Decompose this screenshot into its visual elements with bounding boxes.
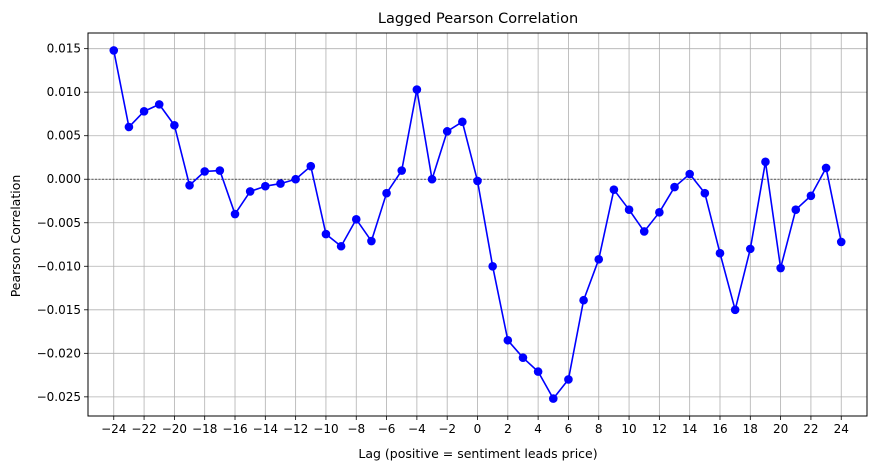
x-tick-label: −6 xyxy=(378,422,396,436)
x-tick-label: −2 xyxy=(438,422,456,436)
data-point xyxy=(139,107,149,116)
data-point xyxy=(170,120,179,130)
data-point xyxy=(670,182,679,192)
series-layer xyxy=(109,46,846,403)
data-point xyxy=(306,161,316,171)
data-point xyxy=(564,375,573,384)
data-point xyxy=(367,236,376,246)
x-tick-label: 0 xyxy=(474,422,482,436)
data-point xyxy=(761,157,770,167)
data-point xyxy=(609,185,619,194)
data-point xyxy=(579,295,588,305)
x-tick-label: 20 xyxy=(773,422,788,436)
y-tick-label: 0.010 xyxy=(47,85,81,99)
data-point xyxy=(276,179,285,188)
tick-layer: −24 −22 −20 −18 −16 −14 −12 −10 −8 −6 −4 −2 0 2 4 6 8 10 1… xyxy=(37,42,849,436)
x-tick-label: −24 xyxy=(101,422,126,436)
data-point xyxy=(533,367,543,376)
data-point xyxy=(685,169,694,179)
data-point xyxy=(351,214,361,224)
y-tick-label: 0.005 xyxy=(47,129,81,143)
x-tick-label: 6 xyxy=(565,422,573,436)
data-point xyxy=(700,188,710,198)
data-point xyxy=(427,174,437,184)
y-tick-label: −0.015 xyxy=(37,303,81,317)
data-point xyxy=(458,117,467,127)
grid-layer xyxy=(88,33,867,416)
data-point xyxy=(624,205,634,215)
x-tick-label: −16 xyxy=(222,422,247,436)
y-tick-label: −0.005 xyxy=(37,216,81,230)
x-tick-label: −4 xyxy=(408,422,426,436)
x-tick-label: −22 xyxy=(131,422,156,436)
x-tick-label: −20 xyxy=(162,422,187,436)
data-point xyxy=(382,188,391,198)
data-point xyxy=(836,237,846,247)
data-point xyxy=(230,209,240,219)
x-tick-label: 8 xyxy=(595,422,603,436)
data-point xyxy=(518,353,528,362)
data-point xyxy=(245,187,255,196)
x-tick-label: 22 xyxy=(803,422,818,436)
data-point xyxy=(503,335,513,345)
x-tick-label: 24 xyxy=(834,422,849,436)
data-point xyxy=(336,241,346,251)
y-tick-label: −0.020 xyxy=(37,346,81,360)
data-point xyxy=(261,181,270,191)
x-tick-label: 16 xyxy=(712,422,727,436)
x-tick-label: −14 xyxy=(253,422,278,436)
x-tick-label: 4 xyxy=(534,422,542,436)
x-tick-label: −12 xyxy=(283,422,308,436)
x-tick-label: −8 xyxy=(347,422,365,436)
x-tick-label: 12 xyxy=(652,422,667,436)
data-point xyxy=(185,181,194,190)
chart-title: Lagged Pearson Correlation xyxy=(378,11,578,27)
data-point xyxy=(442,127,452,136)
data-point xyxy=(124,122,134,132)
data-point xyxy=(791,205,801,215)
data-point xyxy=(488,261,497,271)
data-point xyxy=(291,174,300,184)
data-point xyxy=(200,167,209,176)
data-point xyxy=(215,166,225,175)
x-tick-label: −18 xyxy=(192,422,217,436)
x-tick-label: 14 xyxy=(682,422,697,436)
x-tick-label: 2 xyxy=(504,422,512,436)
data-point xyxy=(321,229,331,239)
data-point xyxy=(548,394,558,403)
data-point xyxy=(154,100,164,109)
x-tick-label: 18 xyxy=(743,422,758,436)
data-point xyxy=(473,176,482,186)
data-point xyxy=(806,191,816,201)
y-tick-label: 0.000 xyxy=(47,172,81,186)
y-axis-label: Pearson Correlation xyxy=(8,175,23,298)
y-tick-label: −0.025 xyxy=(37,390,81,404)
x-tick-label: 10 xyxy=(621,422,636,436)
data-point xyxy=(109,46,119,55)
data-point xyxy=(730,305,740,315)
data-point xyxy=(776,263,785,273)
data-point xyxy=(821,163,831,173)
x-tick-label: −10 xyxy=(313,422,338,436)
y-tick-label: 0.015 xyxy=(47,42,81,56)
data-point xyxy=(594,255,604,264)
data-point xyxy=(715,248,725,258)
x-axis-label: Lag (positive = sentiment leads price) xyxy=(358,446,597,461)
data-point xyxy=(412,85,422,94)
data-point xyxy=(655,208,664,217)
data-point xyxy=(639,227,649,236)
data-point xyxy=(397,166,407,175)
y-tick-label: −0.010 xyxy=(37,259,81,273)
data-point xyxy=(746,244,755,254)
